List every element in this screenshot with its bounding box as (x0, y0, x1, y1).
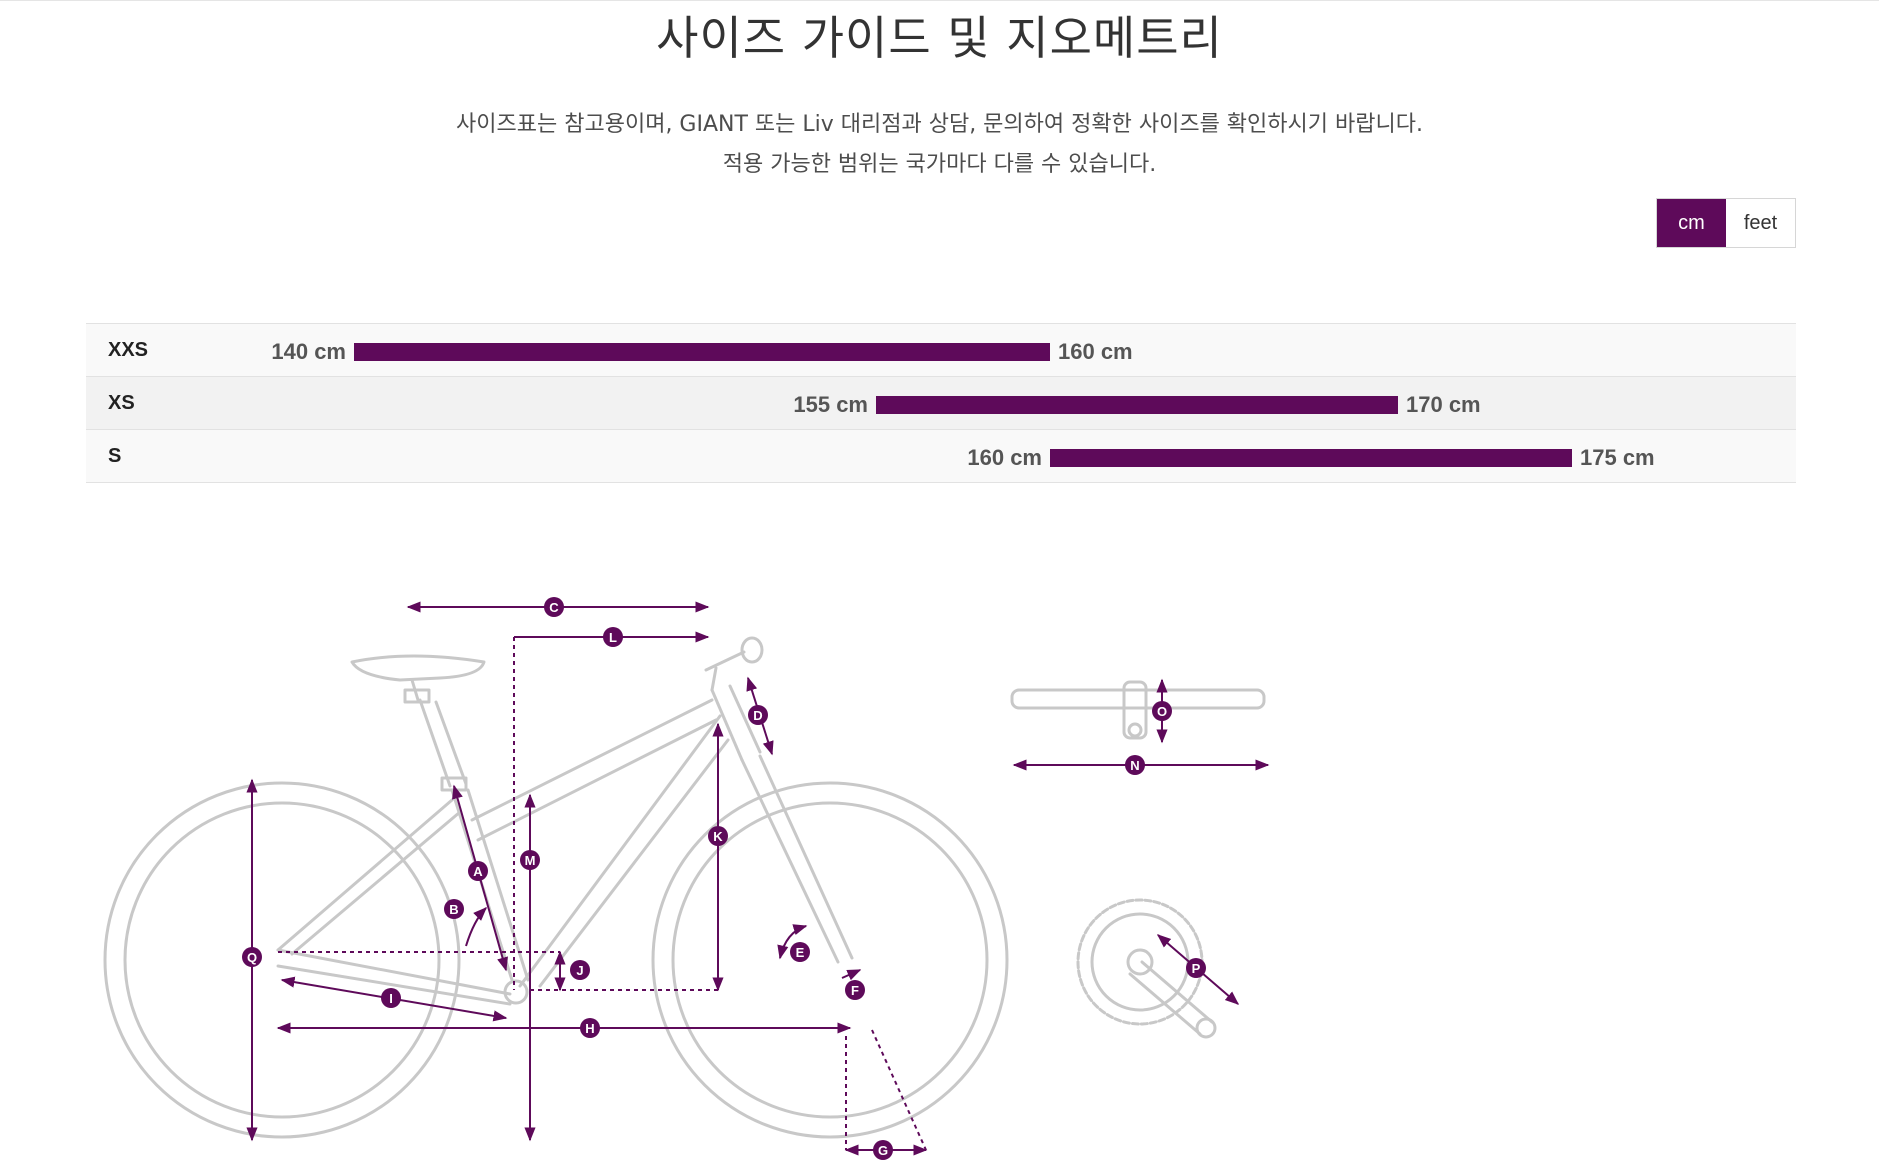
svg-text:K: K (713, 829, 723, 844)
badge-l: L (603, 627, 623, 647)
svg-text:G: G (878, 1143, 888, 1158)
size-label: XS (108, 392, 135, 414)
svg-text:C: C (549, 600, 559, 615)
top-divider (0, 0, 1879, 1)
svg-text:M: M (525, 853, 536, 868)
badge-k: K (708, 826, 728, 846)
range-max-label: 170 cm (1406, 392, 1481, 417)
page-title: 사이즈 가이드 및 지오메트리 (656, 11, 1223, 65)
unit-toggle: cm feet (1656, 198, 1796, 248)
intro-note: 적용 가능한 범위는 국가마다 다를 수 있습니다. (722, 152, 1157, 177)
badge-h: H (580, 1018, 600, 1038)
range-min-label: 155 cm (793, 392, 868, 417)
range-min-label: 160 cm (967, 445, 1042, 470)
chainring (1076, 898, 1204, 1026)
svg-text:J: J (576, 963, 583, 978)
svg-text:F: F (851, 983, 859, 998)
badge-q: Q (242, 947, 262, 967)
bike-geometry-diagram: C L D K M A B Q J E F I H G O N P (103, 597, 1270, 1160)
badge-e: E (790, 942, 810, 962)
handlebar (1010, 688, 1266, 710)
front-wheel (651, 781, 1009, 1139)
svg-text:B: B (449, 902, 458, 917)
intro-text: 사이즈표는 참고용이며, GIANT 또는 Liv 대리점과 상담, 문의하여 … (456, 112, 1423, 137)
svg-text:N: N (1130, 758, 1139, 773)
badge-n: N (1125, 755, 1145, 775)
range-bar (876, 396, 1398, 414)
svg-text:O: O (1157, 704, 1167, 719)
svg-text:A: A (473, 864, 483, 879)
badge-m: M (520, 850, 540, 870)
dimension-lines (246, 601, 1270, 1156)
badge-g: G (873, 1140, 893, 1160)
svg-text:Q: Q (247, 950, 257, 965)
badge-d: D (748, 705, 768, 725)
svg-text:H: H (585, 1021, 594, 1036)
size-label: XXS (108, 339, 149, 361)
badge-p: P (1186, 958, 1206, 978)
badge-j: J (570, 960, 590, 980)
unit-feet-button[interactable]: feet (1726, 199, 1795, 247)
badge-f: F (845, 980, 865, 1000)
size-row-xs: XS 155 cm 170 cm (86, 377, 1796, 430)
badge-a: A (468, 861, 488, 881)
rear-wheel (103, 781, 461, 1139)
size-row-s: S 160 cm 175 cm (86, 430, 1796, 483)
range-max-label: 175 cm (1580, 445, 1655, 470)
badge-o: O (1152, 701, 1172, 721)
svg-text:P: P (1192, 961, 1201, 976)
svg-text:D: D (753, 708, 762, 723)
badge-b: B (444, 899, 464, 919)
range-min-label: 140 cm (271, 339, 346, 364)
svg-text:E: E (796, 945, 805, 960)
svg-text:I: I (389, 991, 393, 1006)
badge-c: C (544, 597, 564, 617)
dimension-badges: C L D K M A B Q J E F I H G O N P (242, 597, 1206, 1160)
saddle (350, 654, 486, 682)
bike-frame-drawing (103, 636, 1266, 1139)
range-max-label: 160 cm (1058, 339, 1133, 364)
badge-i: I (381, 988, 401, 1008)
unit-cm-button[interactable]: cm (1657, 199, 1726, 247)
size-row-xxs: XXS 140 cm 160 cm (86, 324, 1796, 377)
range-bar (1050, 449, 1572, 467)
size-chart: XXS 140 cm 160 cm XS 155 cm 170 cm S 160… (86, 323, 1796, 483)
range-bar (354, 343, 1050, 361)
svg-text:L: L (609, 630, 617, 645)
size-label: S (108, 445, 122, 467)
